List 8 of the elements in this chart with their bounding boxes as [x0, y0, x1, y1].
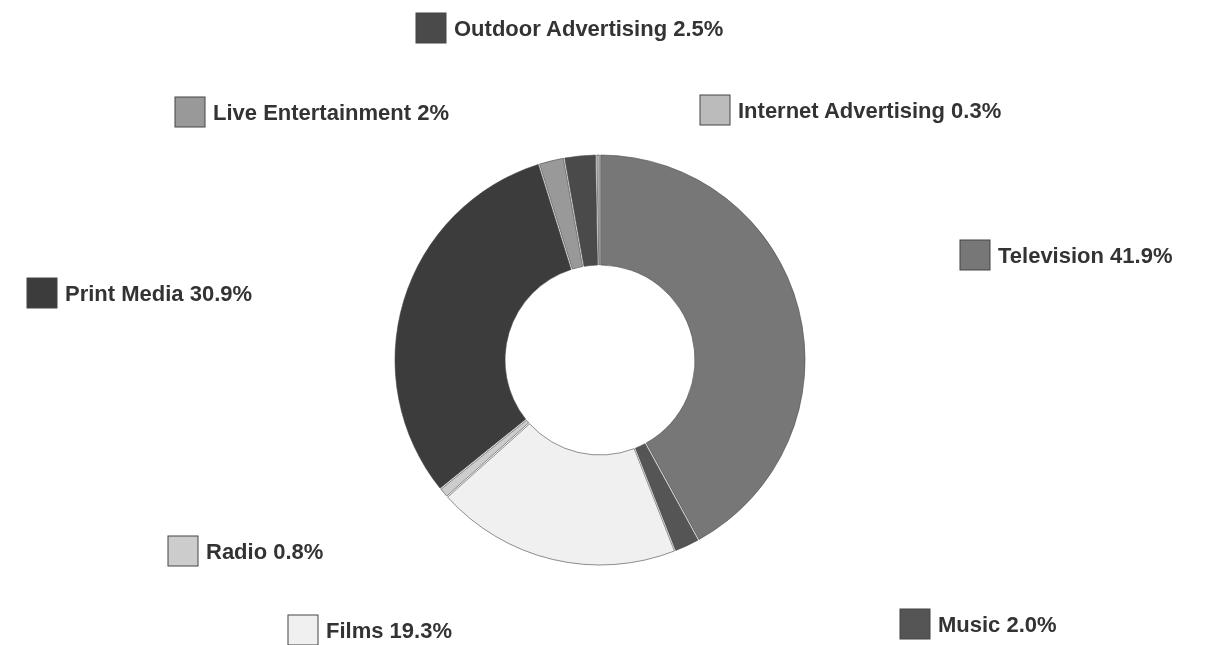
legend-label: Television 41.9% [998, 243, 1173, 268]
legend-label: Internet Advertising 0.3% [738, 98, 1002, 123]
legend-label: Music 2.0% [938, 612, 1057, 637]
legend-label: Print Media 30.9% [65, 281, 253, 306]
legend-label: Radio 0.8% [206, 539, 324, 564]
legend-label: Films 19.3% [326, 618, 452, 643]
legend-label: Outdoor Advertising 2.5% [454, 16, 724, 41]
legend-label: Live Entertainment 2% [213, 100, 449, 125]
